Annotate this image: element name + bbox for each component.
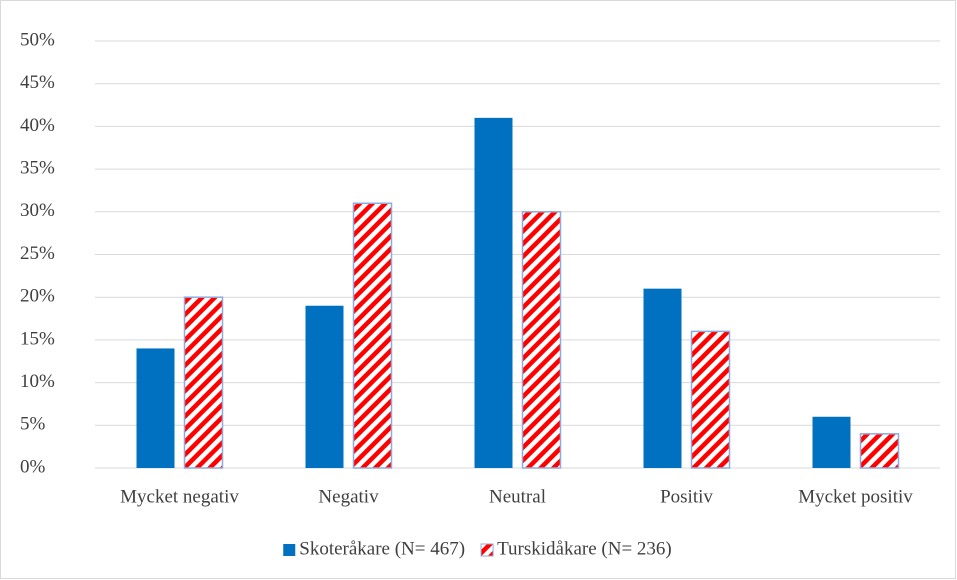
y-tick-label: 0% xyxy=(20,456,46,477)
bar xyxy=(521,211,562,469)
legend-label: Skoteråkare (N= 467) xyxy=(299,538,465,559)
y-tick-label: 40% xyxy=(20,115,55,136)
x-tick-label: Positiv xyxy=(660,486,713,507)
y-tick-label: 20% xyxy=(20,286,55,307)
y-tick-label: 30% xyxy=(20,200,55,221)
y-tick-label: 50% xyxy=(20,29,55,50)
x-tick-label: Neutral xyxy=(489,486,546,507)
bar xyxy=(812,416,851,468)
y-tick-label: 25% xyxy=(20,243,55,264)
bar xyxy=(690,330,731,469)
y-tick-label: 10% xyxy=(20,371,55,392)
legend-swatch xyxy=(283,544,296,556)
legend-swatch xyxy=(480,543,494,557)
y-tick-label: 45% xyxy=(20,72,55,93)
bar xyxy=(352,202,393,469)
x-tick-label: Mycket negativ xyxy=(120,486,239,507)
y-tick-label: 15% xyxy=(20,328,55,349)
legend-label: Turskidåkare (N= 236) xyxy=(497,538,672,559)
x-tick-label: Mycket positiv xyxy=(798,486,913,507)
x-tick-label: Negativ xyxy=(318,486,379,507)
bar xyxy=(643,288,682,468)
bar xyxy=(136,348,175,468)
y-tick-label: 5% xyxy=(20,414,46,435)
bar xyxy=(183,296,224,469)
y-tick-label: 35% xyxy=(20,157,55,178)
bar xyxy=(859,433,900,469)
bar xyxy=(305,305,344,468)
bar xyxy=(474,117,513,469)
